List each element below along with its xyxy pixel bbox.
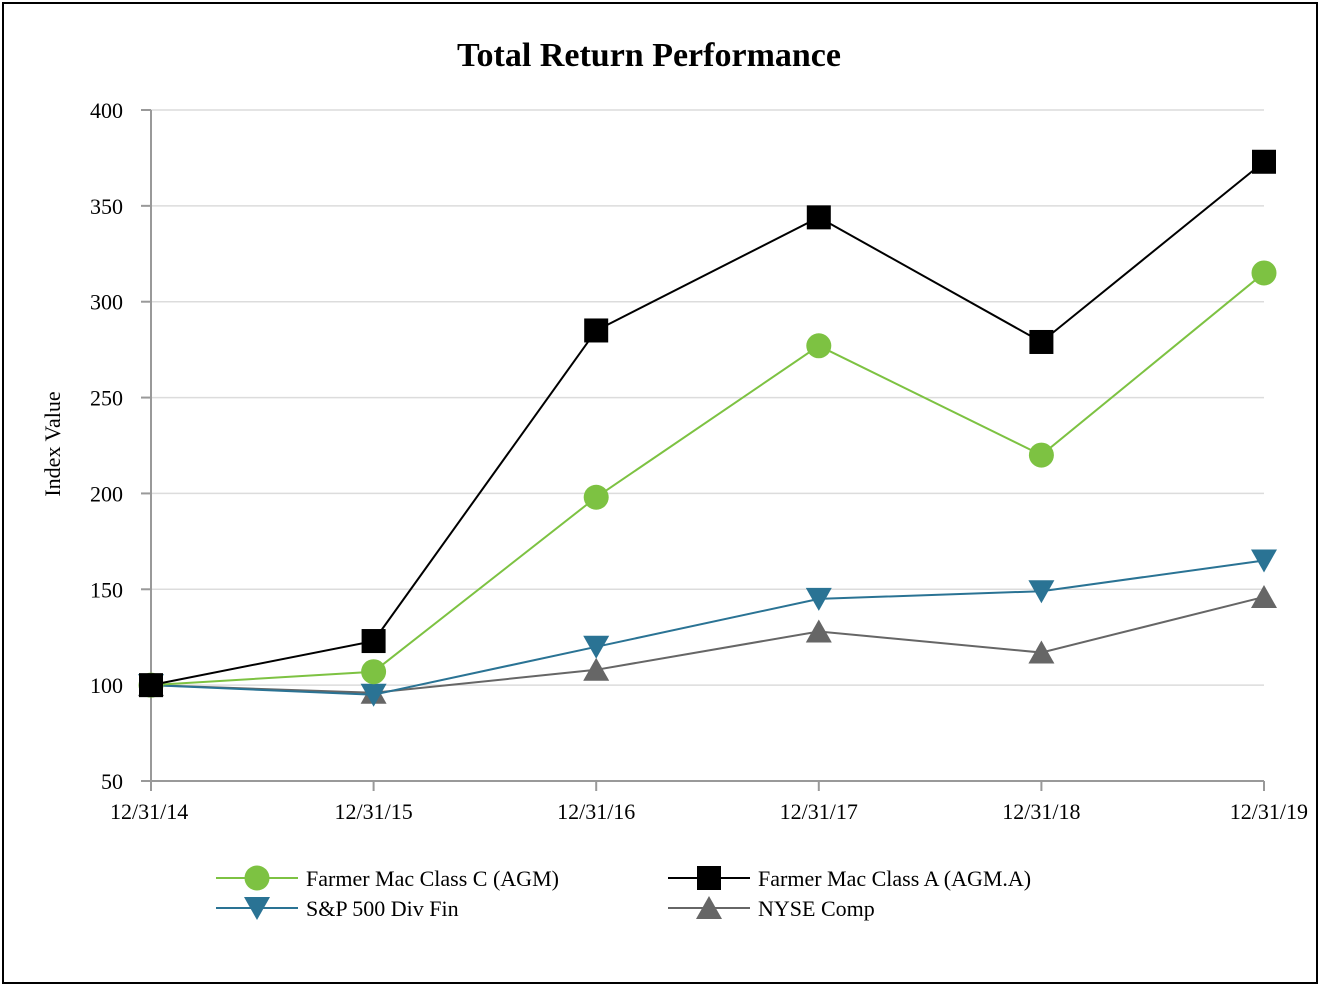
data-point: [1251, 260, 1277, 286]
series-0: [138, 260, 1277, 698]
data-point: [139, 673, 163, 698]
x-tick-label: 12/31/14: [110, 799, 188, 824]
series-line: [150, 595, 1265, 694]
series-2: [138, 549, 1277, 707]
legend-marker: [244, 865, 270, 891]
series-layer: [138, 149, 1277, 707]
legend-label: Farmer Mac Class C (AGM): [306, 866, 559, 891]
y-tick-label: 150: [90, 577, 123, 602]
y-axis-label: Index Value: [40, 391, 65, 496]
y-tick-label: 200: [90, 481, 123, 506]
series-3: [138, 584, 1277, 704]
data-point: [1028, 442, 1054, 468]
y-tick-label: 400: [90, 98, 123, 123]
legend-item: Farmer Mac Class C (AGM): [216, 865, 559, 891]
series-line: [150, 272, 1265, 687]
x-tick-label: 12/31/18: [1002, 799, 1080, 824]
y-tick-label: 250: [90, 386, 123, 411]
data-point: [1029, 329, 1054, 354]
gridlines: [151, 109, 1264, 686]
axes: 50 100 150 200 250 300 350 400 12/31/14 12/31/15 1…: [90, 98, 1308, 824]
legend-item: Farmer Mac Class A (AGM.A): [668, 866, 1031, 891]
data-point: [360, 683, 387, 707]
y-tick-label: 50: [101, 769, 123, 794]
legend-marker: [697, 866, 721, 890]
series-1: [139, 149, 1276, 698]
legend-label: NYSE Comp: [758, 896, 875, 921]
data-point: [583, 657, 610, 681]
data-point: [361, 629, 386, 654]
data-point: [361, 659, 387, 685]
x-tick-label: 12/31/19: [1230, 799, 1308, 824]
data-point: [805, 619, 832, 643]
data-point: [1252, 149, 1276, 174]
legend-label: S&P 500 Div Fin: [306, 896, 459, 921]
y-tick-label: 100: [90, 673, 123, 698]
chart-title: Total Return Performance: [457, 37, 841, 74]
legend-item: NYSE Comp: [668, 896, 875, 921]
data-point: [583, 484, 609, 510]
y-tick-label: 300: [90, 290, 123, 315]
series-line: [150, 160, 1265, 687]
legend-marker: [696, 896, 722, 919]
legend: Farmer Mac Class C (AGM) Farmer Mac Class…: [216, 865, 1031, 921]
data-point: [1251, 584, 1277, 608]
x-tick-label: 12/31/17: [780, 799, 858, 824]
data-point: [584, 318, 609, 343]
x-tick-label: 12/31/16: [557, 799, 635, 824]
y-tick-label: 350: [90, 194, 123, 219]
series-line: [150, 559, 1265, 696]
data-point: [806, 205, 831, 230]
legend-marker: [244, 897, 270, 920]
legend-label: Farmer Mac Class A (AGM.A): [758, 866, 1031, 891]
data-point: [805, 587, 832, 611]
x-tick-label: 12/31/15: [334, 799, 412, 824]
legend-item: S&P 500 Div Fin: [216, 896, 459, 921]
data-point: [1028, 580, 1055, 604]
data-point: [1251, 549, 1277, 573]
data-point: [1028, 640, 1055, 664]
data-point: [583, 635, 610, 659]
data-point: [806, 333, 832, 359]
